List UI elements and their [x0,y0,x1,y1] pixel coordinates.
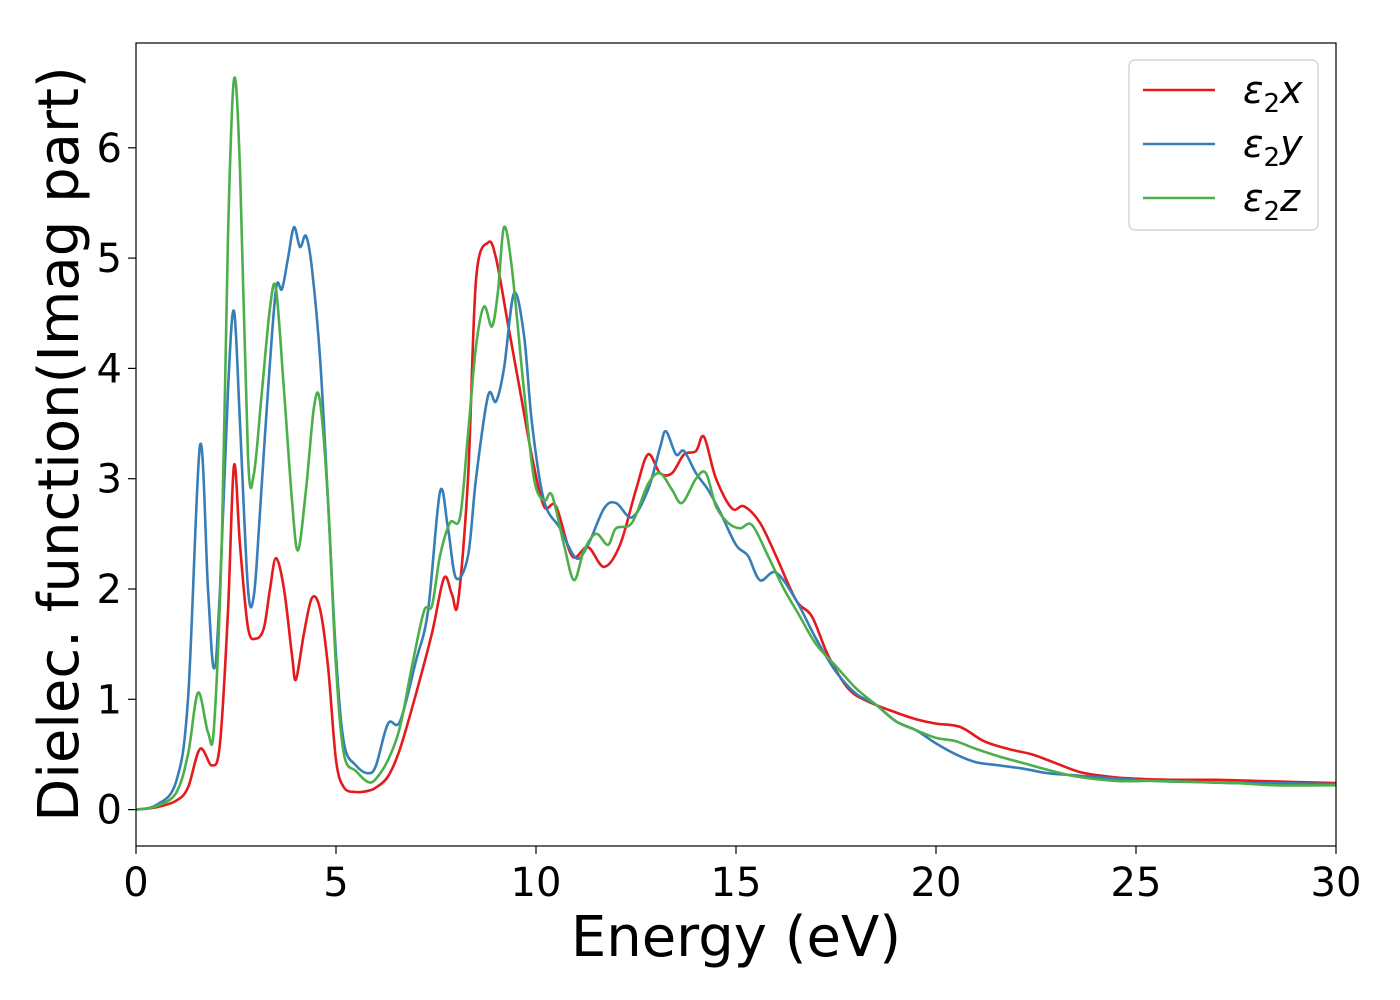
y-tick-label: 1 [97,677,122,723]
y-axis: 0 1 2 3 4 5 6 [97,126,136,834]
y-tick-label: 0 [97,788,122,834]
y-tick-label: 2 [97,567,122,613]
x-tick-label: 15 [711,860,762,906]
y-tick-label: 3 [97,457,122,503]
x-axis-label: Energy (eV) [571,905,901,970]
legend-box [1128,59,1319,231]
x-tick-label: 0 [123,860,148,906]
x-tick-label: 5 [323,860,348,906]
legend-label-z: ε2z [1243,176,1301,227]
series-line-z [136,76,1336,811]
y-tick-label: 4 [97,346,122,392]
series-layer [136,76,1336,811]
y-tick-label: 6 [97,126,122,172]
x-tick-label: 20 [911,860,962,906]
y-tick-label: 5 [97,236,122,282]
x-axis: 0 5 10 15 20 25 30 [123,846,1361,906]
legend-label-x: ε2x [1243,68,1303,119]
x-tick-label: 10 [511,860,562,906]
y-axis-label: Dielec. function(Imag part) [27,66,92,822]
legend-label-y: ε2y [1243,122,1303,173]
x-tick-label: 30 [1311,860,1362,906]
x-tick-label: 25 [1111,860,1162,906]
